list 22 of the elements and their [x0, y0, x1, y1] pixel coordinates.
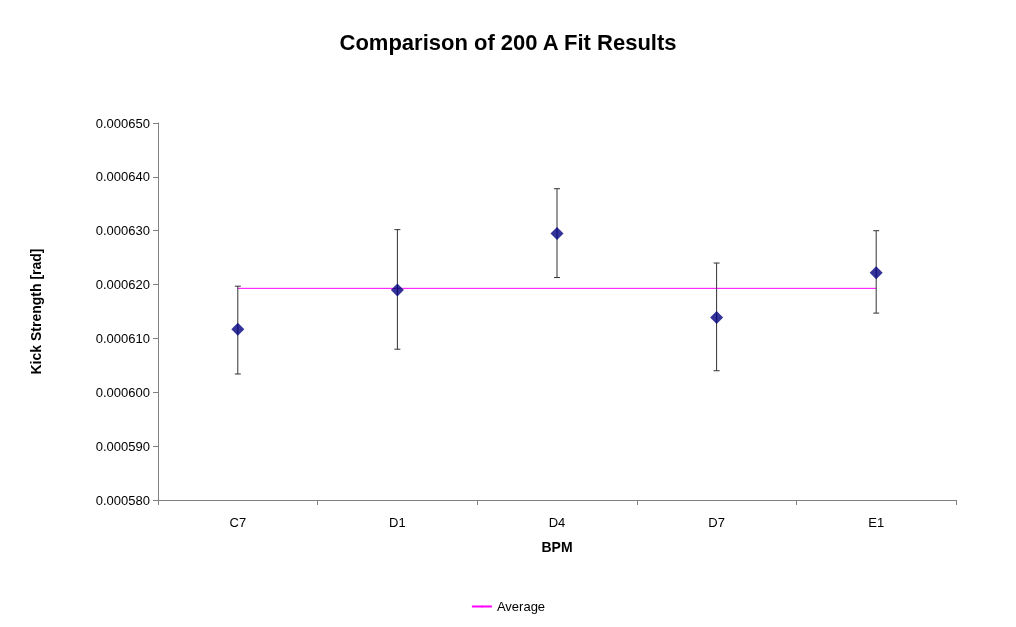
- y-tick-label: 0.000600: [95, 384, 150, 400]
- y-tick-label: 0.000620: [95, 277, 150, 293]
- y-tick-label: 0.000590: [95, 438, 150, 454]
- point: [231, 322, 245, 336]
- point: [710, 310, 724, 324]
- point: [550, 226, 564, 240]
- x-tick-label: D7: [708, 515, 725, 530]
- point: [390, 283, 404, 297]
- y-tick-label: 0.000610: [95, 330, 150, 346]
- x-tick-label: D1: [389, 515, 406, 530]
- y-tick-label: 0.000630: [95, 223, 150, 239]
- y-tick-label: 0.000640: [95, 169, 150, 185]
- point: [869, 266, 883, 280]
- y-tick-label: 0.000650: [95, 115, 150, 131]
- x-axis-title: BPM: [541, 539, 573, 555]
- y-axis-title: Kick Strength [rad]: [28, 248, 44, 375]
- legend-label: Average: [496, 599, 546, 614]
- x-tick-label: D4: [548, 515, 566, 530]
- x-tick-label: E1: [868, 515, 885, 530]
- y-tick-label: 0.000580: [95, 492, 150, 508]
- chart-title: Comparison of 200 A Fit Results: [339, 29, 677, 55]
- x-tick-label: C7: [229, 515, 247, 530]
